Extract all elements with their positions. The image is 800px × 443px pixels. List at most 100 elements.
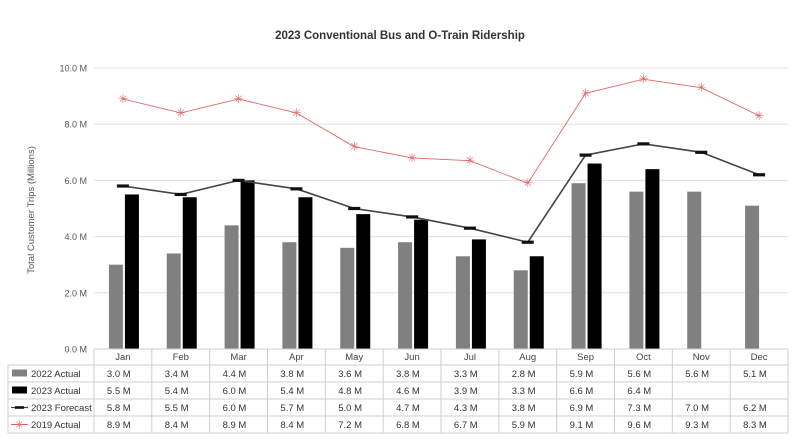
table-value: 7.2 M [338, 420, 362, 431]
y-tick-label: 2.0 M [64, 288, 87, 298]
marker-2019-actual: ✳ [581, 86, 591, 100]
table-value: 5.5 M [165, 403, 189, 414]
marker-2023-forecast [232, 178, 245, 182]
marker-2019-actual: ✳ [465, 154, 475, 168]
y-axis-ticks: 0.0 M 2.0 M 4.0 M 6.0 M 8.0 M 10.0 M [59, 64, 87, 355]
table-value: 5.1 M [743, 369, 767, 380]
table-value: 6.9 M [570, 403, 594, 414]
marker-2023-forecast [116, 184, 129, 188]
marker-2019-actual: ✳ [176, 106, 186, 120]
legend-label-2023-forecast: 2023 Forecast [31, 403, 92, 414]
bar-2022-actual [166, 253, 181, 349]
marker-2023-forecast [174, 192, 187, 197]
table-value: 3.3 M [512, 386, 536, 397]
bar-2022-actual [745, 205, 760, 349]
bar-2022-actual [571, 183, 586, 349]
bar-2022-actual [398, 242, 413, 349]
table-value: 4.3 M [454, 403, 478, 414]
bar-2022-actual [282, 242, 297, 349]
bar-2022-actual [629, 191, 644, 349]
bar-2023-actual [298, 197, 313, 349]
bar-2023-actual [471, 239, 486, 349]
table-value: 6.2 M [743, 403, 767, 414]
marker-2023-forecast [753, 173, 766, 177]
bar-2023-actual [414, 219, 429, 349]
marker-2019-actual: ✳ [407, 151, 417, 165]
table-value: 5.7 M [280, 403, 304, 414]
bar-2022-actual [513, 270, 528, 349]
y-tick-label: 4.0 M [64, 232, 87, 242]
table-value: 5.9 M [512, 420, 536, 431]
table-value: 8.4 M [280, 420, 304, 431]
x-category-label: Mar [230, 352, 246, 363]
legend-key-marker [15, 406, 24, 409]
table-value: 6.8 M [396, 420, 420, 431]
table-value: 4.6 M [396, 386, 420, 397]
y-tick-label: 0.0 M [64, 345, 87, 355]
x-category-label: Jun [404, 352, 419, 363]
table-value: 9.3 M [685, 420, 709, 431]
table-value: 3.8 M [396, 369, 420, 380]
table-value: 6.7 M [454, 420, 478, 431]
bar-2023-actual [124, 194, 139, 349]
y-axis-label: Total Customer Trips (Millions) [26, 146, 37, 274]
bar-2022-actual [687, 191, 702, 349]
table-value: 5.4 M [280, 386, 304, 397]
legend-key-marker: ✳ [15, 420, 24, 432]
table-value: 5.6 M [685, 369, 709, 380]
bar-2023-actual [240, 180, 255, 349]
bar-2022-actual [224, 225, 239, 349]
table-value: 3.3 M [454, 369, 478, 380]
table-value: 5.9 M [570, 369, 594, 380]
table-value: 4.4 M [223, 369, 247, 380]
x-category-label: Jan [115, 352, 130, 363]
x-category-label: Sep [577, 352, 594, 363]
marker-2019-actual: ✳ [349, 140, 359, 154]
table-value: 9.6 M [627, 420, 651, 431]
table-value: 3.8 M [512, 403, 536, 414]
bar-2023-actual [645, 169, 660, 349]
y-tick-label: 8.0 M [64, 120, 87, 130]
gridlines [94, 67, 788, 350]
marker-2023-forecast [579, 153, 592, 157]
legend-label-2023-actual: 2023 Actual [31, 386, 81, 397]
data-table: Jan Feb Mar Apr May Jun Jul Aug Sep Oct Nov Dec 2022… [7, 348, 789, 434]
table-value: 6.0 M [223, 403, 247, 414]
legend-label-2019-actual: 2019 Actual [31, 420, 81, 431]
table-value: 6.6 M [570, 386, 594, 397]
marker-2023-forecast [406, 215, 419, 219]
table-value: 5.5 M [107, 386, 131, 397]
table-value: 7.3 M [627, 403, 651, 414]
bar-2022-actual [455, 256, 470, 349]
marker-2019-actual: ✳ [696, 81, 706, 95]
x-category-label: May [345, 352, 363, 363]
chart-title: 2023 Conventional Bus and O-Train Riders… [275, 30, 525, 42]
x-category-label: Apr [289, 352, 304, 363]
table-value: 9.1 M [570, 420, 594, 431]
table-value: 5.0 M [338, 403, 362, 414]
table-value: 3.4 M [165, 369, 189, 380]
marker-2023-forecast [637, 142, 650, 146]
table-value: 3.6 M [338, 369, 362, 380]
table-value: 3.9 M [454, 386, 478, 397]
marker-2023-forecast [521, 240, 534, 244]
legend-label-2022-actual: 2022 Actual [31, 369, 81, 380]
bar-series [108, 163, 760, 349]
x-category-label: Aug [519, 352, 536, 363]
table-value: 4.8 M [338, 386, 362, 397]
table-value: 5.4 M [165, 386, 189, 397]
x-category-label: Oct [636, 352, 651, 363]
x-category-label: Dec [751, 352, 768, 363]
bar-2023-actual [182, 197, 197, 349]
marker-2019-actual: ✳ [291, 106, 301, 120]
table-value: 8.9 M [107, 420, 131, 431]
marker-2023-forecast [695, 150, 708, 154]
table-value: 7.0 M [685, 403, 709, 414]
bar-2023-actual [529, 256, 544, 349]
table-value: 5.8 M [107, 403, 131, 414]
table-value: 2.8 M [512, 369, 536, 380]
bar-2022-actual [108, 264, 123, 349]
bar-2023-actual [356, 214, 371, 349]
x-category-label: Feb [173, 352, 189, 363]
